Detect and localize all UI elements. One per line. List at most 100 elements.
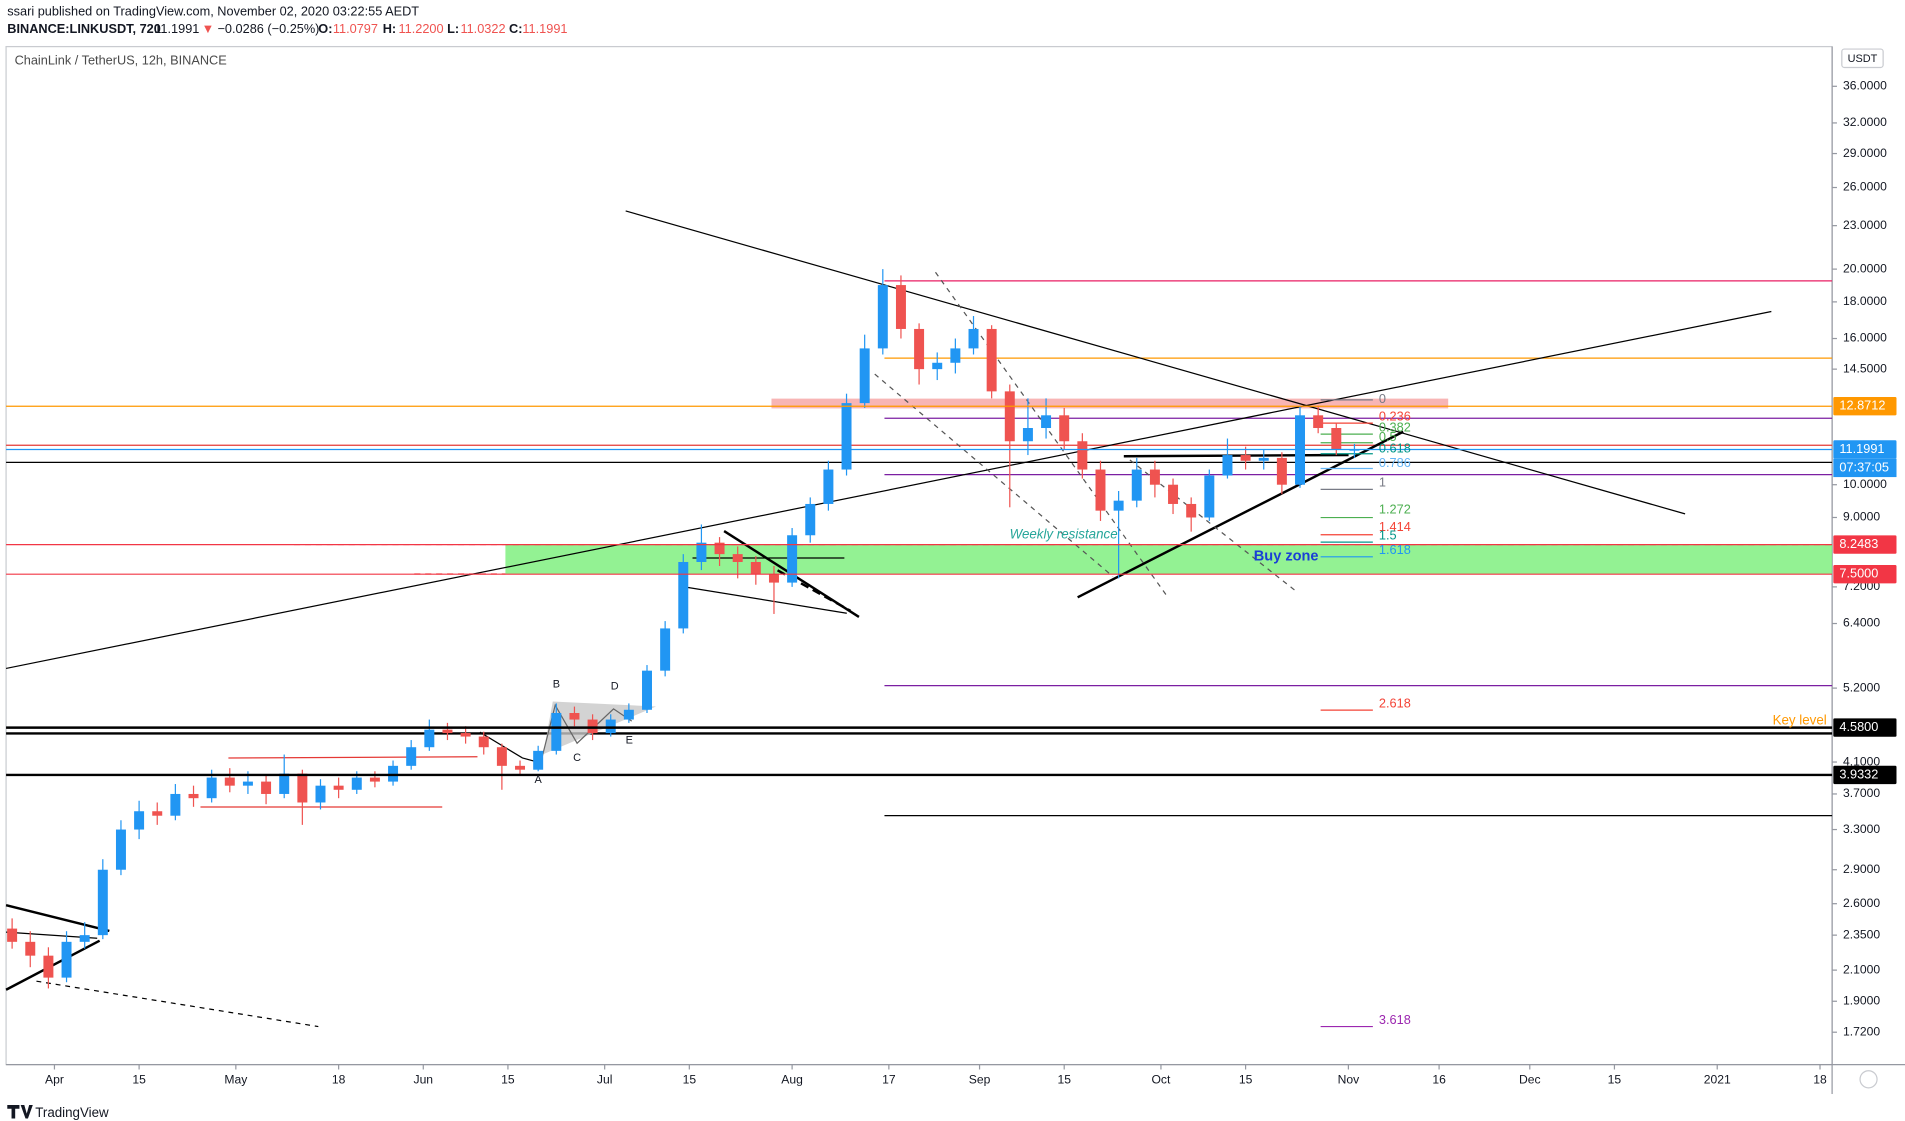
x-tick-label: 15 bbox=[1239, 1073, 1253, 1087]
fib-label: 0.786 bbox=[1379, 455, 1411, 470]
candle-body bbox=[61, 941, 72, 978]
candle-body bbox=[932, 362, 943, 370]
candle-body bbox=[1168, 484, 1179, 504]
candle-body bbox=[279, 773, 290, 794]
axes: 1.7200 1.9000 2.1000 2.3500 2.6000 2.9000 3.30… bbox=[45, 78, 1897, 1087]
candle-body bbox=[587, 719, 598, 734]
x-tick-label: Apr bbox=[45, 1073, 64, 1087]
candle-body bbox=[134, 811, 145, 830]
candle-body bbox=[1041, 415, 1052, 429]
fib-lines bbox=[1320, 399, 1373, 1028]
candle-body bbox=[1222, 455, 1233, 476]
candle-body bbox=[406, 747, 417, 766]
candle-body bbox=[1077, 441, 1088, 470]
x-tick-label: 16 bbox=[1432, 1073, 1446, 1087]
footer bbox=[0, 1095, 1905, 1121]
h-label: H: bbox=[383, 21, 396, 36]
candle-body bbox=[1258, 457, 1269, 461]
candle-body bbox=[750, 561, 761, 575]
candle-body bbox=[1131, 469, 1142, 501]
wedge-line bbox=[36, 980, 319, 1028]
wave-path bbox=[540, 703, 633, 764]
y-tick-label: 32.0000 bbox=[1843, 115, 1887, 129]
candle-body bbox=[224, 777, 235, 786]
candle-body bbox=[895, 285, 906, 329]
price-label-box bbox=[1833, 535, 1897, 554]
candle-body bbox=[841, 403, 852, 470]
x-tick-label: 18 bbox=[332, 1073, 346, 1087]
y-tick-label: 23.0000 bbox=[1843, 218, 1887, 232]
currency-box bbox=[1841, 48, 1884, 69]
range-line bbox=[228, 756, 478, 759]
price-label: 12.8712 bbox=[1839, 398, 1885, 413]
wave-label: E bbox=[626, 735, 633, 747]
candle-body bbox=[515, 765, 526, 770]
wave-label: C bbox=[573, 752, 581, 764]
candle-body bbox=[333, 785, 344, 790]
fib-label: 0.236 bbox=[1379, 408, 1411, 423]
candle-body bbox=[1059, 415, 1070, 442]
candle-body bbox=[714, 542, 725, 555]
y-tick-label: 1.7200 bbox=[1843, 1024, 1880, 1038]
fib-label: 2.618 bbox=[1379, 695, 1411, 710]
candle-body bbox=[768, 574, 779, 583]
candle-body bbox=[496, 747, 507, 766]
x-tick-label: Jun bbox=[413, 1073, 433, 1087]
y-tick-label: 3.3000 bbox=[1843, 822, 1880, 836]
price-label: 4.5800 bbox=[1839, 719, 1878, 734]
y-tick-label: 10.0000 bbox=[1843, 477, 1887, 491]
candle-body bbox=[206, 777, 217, 799]
low-value: 11.0322 bbox=[460, 21, 505, 36]
x-tick-label: Sep bbox=[969, 1073, 991, 1087]
trend-line bbox=[625, 210, 1686, 515]
y-tick-label: 6.4000 bbox=[1843, 616, 1880, 630]
candle-body bbox=[968, 328, 979, 349]
wave-label: A bbox=[535, 774, 543, 786]
y-tick-label: 5.2000 bbox=[1843, 680, 1880, 694]
x-tick-label: 15 bbox=[501, 1073, 515, 1087]
fib-label: 0.5 bbox=[1379, 429, 1397, 444]
y-tick-label: 2.6000 bbox=[1843, 896, 1880, 910]
price-label-box bbox=[1833, 564, 1897, 584]
candle-body bbox=[551, 713, 562, 751]
price-label-box bbox=[1833, 718, 1897, 737]
buy-zone-label: Buy zone bbox=[1254, 549, 1319, 565]
candle-body bbox=[1004, 391, 1015, 442]
candle-body bbox=[914, 328, 925, 370]
candle-body bbox=[1186, 503, 1197, 518]
candle-body bbox=[79, 935, 90, 942]
candle-body bbox=[660, 628, 671, 671]
x-tick-label: 15 bbox=[1608, 1073, 1622, 1087]
candle-body bbox=[986, 328, 997, 392]
x-tick-label: Jul bbox=[597, 1073, 613, 1087]
candle-body bbox=[315, 785, 326, 803]
candle-body bbox=[1022, 428, 1033, 442]
change: −0.0286 (−0.25%) bbox=[217, 21, 319, 36]
x-tick-label: 15 bbox=[683, 1073, 697, 1087]
y-tick-label: 2.1000 bbox=[1843, 962, 1880, 976]
o-label: O: bbox=[318, 21, 332, 36]
candle-body bbox=[569, 713, 580, 720]
candle-body bbox=[1240, 455, 1251, 461]
settings-button[interactable] bbox=[1859, 1070, 1878, 1089]
y-tick-label: 36.0000 bbox=[1843, 78, 1887, 92]
candle-body bbox=[623, 709, 634, 720]
last-price: 11.1991 bbox=[154, 21, 199, 36]
candle-body bbox=[424, 729, 435, 748]
x-tick-label: May bbox=[224, 1073, 248, 1087]
change-arrow: ▼ bbox=[202, 21, 215, 36]
candle-body bbox=[188, 793, 199, 799]
price-label: 3.9332 bbox=[1839, 766, 1878, 781]
candle-body bbox=[877, 285, 888, 349]
x-tick-label: 15 bbox=[1057, 1073, 1071, 1087]
x-tick-label: 17 bbox=[882, 1073, 896, 1087]
countdown-box bbox=[1833, 458, 1897, 478]
symbol: BINANCE:LINKUSDT, 720 bbox=[7, 21, 161, 36]
candle-body bbox=[43, 955, 54, 978]
y-tick-label: 2.3500 bbox=[1843, 927, 1880, 941]
fib-label: 1 bbox=[1379, 475, 1386, 490]
y-tick-label: 26.0000 bbox=[1843, 180, 1887, 194]
price-levels bbox=[6, 405, 1833, 777]
y-tick-label: 4.1000 bbox=[1843, 754, 1880, 768]
candle-body bbox=[805, 503, 816, 536]
